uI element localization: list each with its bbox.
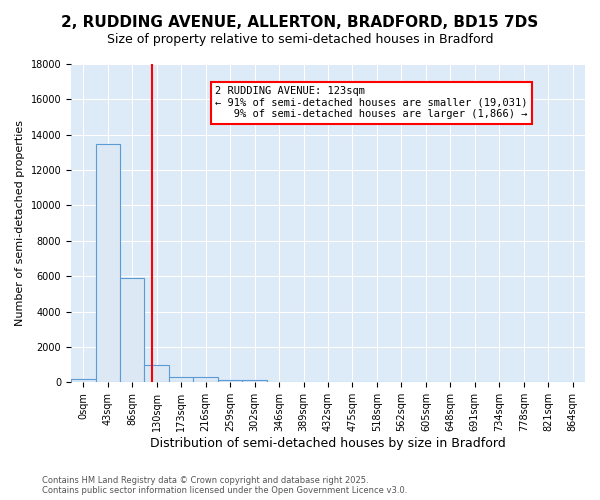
Bar (120, 278, 145, 382)
Text: 2 RUDDING AVENUE: 123sqm
← 91% of semi-detached houses are smaller (19,031)
   9: 2 RUDDING AVENUE: 123sqm ← 91% of semi-d… (215, 86, 527, 120)
Bar (169, 377, 193, 382)
X-axis label: Distribution of semi-detached houses by size in Bradford: Distribution of semi-detached houses by … (150, 437, 506, 450)
Y-axis label: Number of semi-detached properties: Number of semi-detached properties (15, 120, 25, 326)
Bar (71, 379, 95, 382)
Text: 2, RUDDING AVENUE, ALLERTON, BRADFORD, BD15 7DS: 2, RUDDING AVENUE, ALLERTON, BRADFORD, B… (61, 15, 539, 30)
Text: Contains HM Land Registry data © Crown copyright and database right 2025.
Contai: Contains HM Land Registry data © Crown c… (42, 476, 407, 495)
Bar (145, 364, 169, 382)
Bar (193, 377, 218, 382)
Bar (95, 144, 120, 382)
Bar (242, 380, 267, 382)
Text: Size of property relative to semi-detached houses in Bradford: Size of property relative to semi-detach… (107, 32, 493, 46)
Bar (218, 380, 242, 382)
